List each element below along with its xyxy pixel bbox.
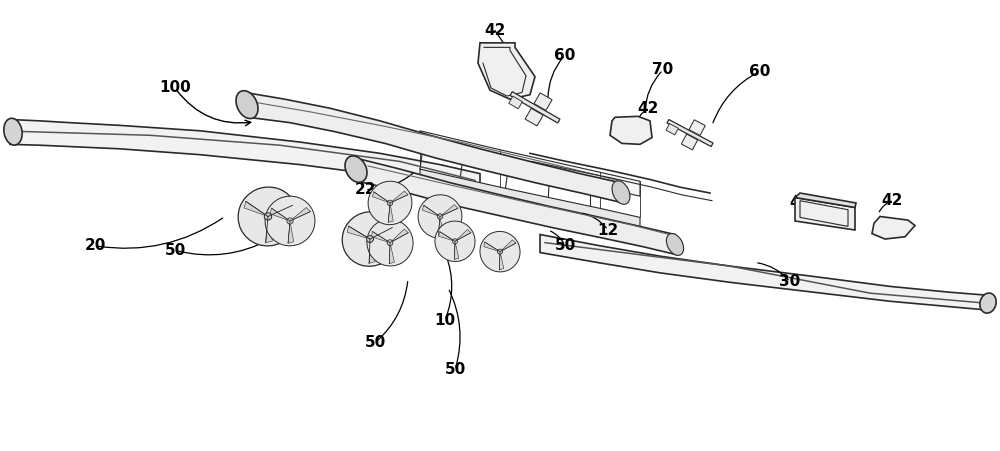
Polygon shape [500, 240, 516, 252]
Polygon shape [689, 120, 705, 136]
Polygon shape [10, 120, 480, 193]
Ellipse shape [345, 156, 367, 182]
Polygon shape [420, 169, 640, 230]
Text: 42: 42 [637, 101, 659, 116]
Polygon shape [439, 232, 455, 241]
Polygon shape [525, 108, 543, 126]
Polygon shape [390, 229, 408, 243]
Polygon shape [509, 96, 522, 109]
Polygon shape [872, 216, 915, 239]
Ellipse shape [452, 239, 458, 244]
Ellipse shape [4, 118, 22, 145]
Polygon shape [390, 191, 408, 203]
Ellipse shape [418, 195, 462, 238]
Polygon shape [484, 242, 500, 252]
Text: 42: 42 [484, 23, 506, 38]
Text: 50: 50 [554, 238, 576, 253]
Polygon shape [370, 223, 392, 239]
Text: 40: 40 [789, 195, 811, 211]
Ellipse shape [287, 218, 293, 224]
Polygon shape [667, 120, 713, 147]
Text: 20: 20 [84, 238, 106, 253]
Polygon shape [372, 192, 390, 203]
Text: 42: 42 [881, 193, 903, 208]
Ellipse shape [367, 235, 373, 243]
Text: 60: 60 [749, 64, 771, 79]
Polygon shape [440, 205, 458, 216]
Polygon shape [389, 243, 394, 264]
Text: 12: 12 [597, 222, 619, 238]
Polygon shape [371, 231, 390, 243]
Text: 100: 100 [159, 80, 191, 96]
Polygon shape [534, 93, 552, 110]
Polygon shape [388, 203, 393, 222]
Polygon shape [795, 193, 856, 207]
Ellipse shape [238, 187, 298, 246]
Text: 60: 60 [554, 47, 576, 63]
Polygon shape [266, 216, 272, 243]
Polygon shape [610, 116, 652, 144]
Polygon shape [270, 208, 290, 221]
Ellipse shape [367, 219, 413, 266]
Text: 70: 70 [652, 62, 674, 78]
Polygon shape [455, 230, 471, 241]
Polygon shape [540, 235, 990, 310]
Ellipse shape [980, 293, 996, 313]
Polygon shape [369, 239, 375, 263]
Ellipse shape [612, 181, 630, 204]
Ellipse shape [342, 212, 398, 266]
Ellipse shape [368, 181, 412, 225]
Ellipse shape [497, 249, 503, 254]
Polygon shape [347, 226, 370, 239]
Polygon shape [422, 205, 440, 216]
Ellipse shape [387, 240, 393, 245]
Ellipse shape [435, 221, 475, 262]
Text: 50: 50 [164, 243, 186, 258]
Polygon shape [795, 198, 855, 230]
Ellipse shape [264, 213, 272, 220]
Polygon shape [355, 158, 677, 255]
Text: 30: 30 [779, 274, 801, 290]
Polygon shape [290, 207, 310, 221]
Polygon shape [510, 92, 560, 123]
Ellipse shape [265, 196, 315, 246]
Polygon shape [438, 216, 443, 236]
Polygon shape [288, 221, 294, 243]
Polygon shape [478, 43, 535, 99]
Polygon shape [245, 92, 623, 203]
Text: 50: 50 [444, 362, 466, 377]
Ellipse shape [437, 214, 443, 219]
Ellipse shape [387, 200, 393, 206]
Polygon shape [244, 201, 268, 216]
Polygon shape [499, 252, 504, 270]
Polygon shape [666, 124, 678, 135]
Text: 50: 50 [364, 335, 386, 350]
Polygon shape [420, 131, 640, 196]
Ellipse shape [480, 231, 520, 272]
Text: 10: 10 [434, 313, 456, 328]
Polygon shape [454, 241, 459, 259]
Polygon shape [268, 200, 292, 216]
Text: 22: 22 [354, 182, 376, 197]
Ellipse shape [236, 91, 258, 119]
Ellipse shape [666, 234, 684, 255]
Polygon shape [681, 134, 698, 150]
